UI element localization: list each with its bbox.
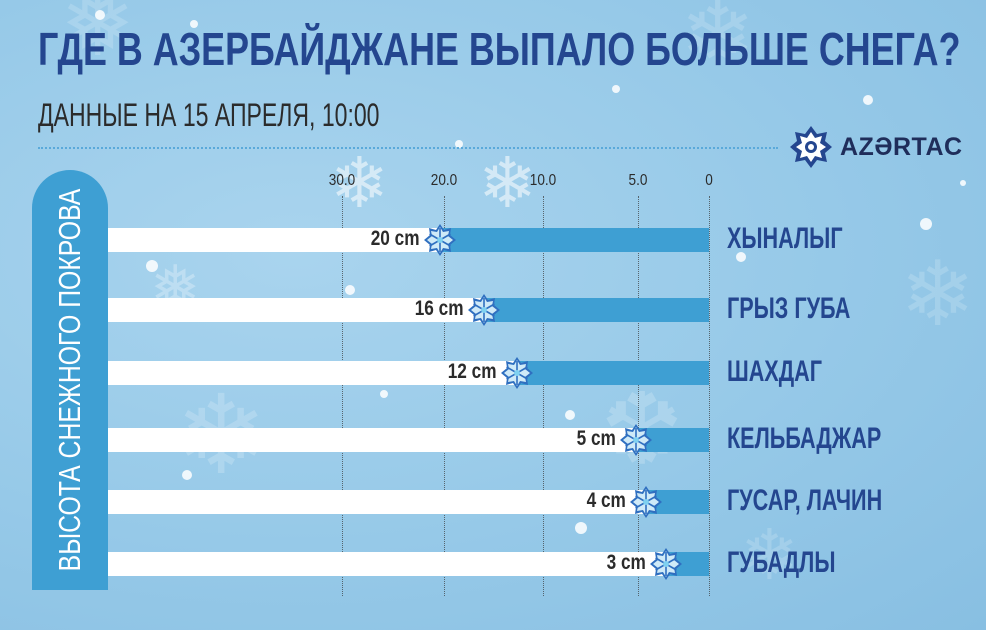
snowflake-marker-icon [423, 223, 457, 257]
snow-dot [612, 85, 620, 93]
logo-text: AZƏRTAC [840, 132, 963, 161]
gridline [709, 196, 710, 596]
header-divider [38, 147, 778, 149]
bar-value [517, 361, 709, 385]
x-tick-label: 5.0 [628, 172, 648, 189]
bar-remainder [108, 228, 440, 252]
bar-value-label: 3 cm [606, 551, 646, 574]
gridline [444, 196, 445, 596]
bg-snowflake-icon: ❄ [900, 242, 976, 347]
bar-value [440, 228, 709, 252]
chart-subtitle: ДАННЫЕ НА 15 АПРЕЛЯ, 10:00 [38, 97, 380, 133]
x-tick-label: 30.0 [328, 172, 356, 189]
azertac-logo: AZƏRTAC [788, 124, 963, 170]
snow-dot [920, 218, 932, 230]
gridline [638, 196, 639, 596]
snowflake-marker-icon [619, 423, 653, 457]
snowflake-marker-icon [500, 356, 534, 390]
snow-dot [575, 522, 587, 534]
bar-remainder [108, 298, 484, 322]
bar-value [484, 298, 709, 322]
y-axis-label: ВЫСОТА СНЕЖНОГО ПОКРОВА [52, 188, 87, 572]
snow-dot [863, 95, 873, 105]
snow-dot [190, 20, 198, 28]
snow-dot [565, 410, 575, 420]
snow-dot [182, 470, 192, 480]
snow-dot [380, 390, 388, 398]
snowflake-marker-icon [467, 293, 501, 327]
category-label: ХЫНАЛЫГ [727, 222, 843, 255]
bar-remainder [108, 361, 517, 385]
bar-remainder [108, 428, 636, 452]
snow-dot [455, 140, 463, 148]
bar-value-label: 12 cm [448, 360, 497, 383]
category-label: ГУБАДЛЫ [727, 546, 836, 579]
category-label: ГРЫЗ ГУБА [727, 292, 851, 325]
azertac-emblem-icon [790, 126, 832, 168]
y-axis-label-box [32, 170, 108, 590]
category-label: ШАХДАГ [727, 355, 822, 388]
bar-value-label: 16 cm [415, 297, 464, 320]
bar-value-label: 5 cm [576, 427, 616, 450]
x-tick-label: 20.0 [430, 172, 458, 189]
snowflake-marker-icon [649, 547, 683, 581]
bar-value-label: 4 cm [586, 489, 626, 512]
x-tick-label: 10.0 [529, 172, 557, 189]
category-label: ГУСАР, ЛАЧИН [727, 484, 883, 517]
snow-dot [960, 180, 966, 186]
bar-remainder [108, 552, 666, 576]
chart-title: ГДЕ В АЗЕРБАЙДЖАНЕ ВЫПАЛО БОЛЬШЕ СНЕГА? [38, 23, 961, 75]
gridline [543, 196, 544, 596]
category-label: КЕЛЬБАДЖАР [727, 422, 882, 455]
snow-dot [736, 252, 746, 262]
snow-dot [345, 285, 355, 295]
snow-dot [146, 260, 158, 272]
bg-snowflake-icon: ❄ [478, 142, 537, 224]
snow-dot [95, 10, 105, 20]
bar-value-label: 20 cm [371, 227, 420, 250]
x-tick-label: 0 [705, 172, 713, 189]
bar-remainder [108, 490, 646, 514]
snowflake-marker-icon [629, 485, 663, 519]
gridline [342, 196, 343, 596]
